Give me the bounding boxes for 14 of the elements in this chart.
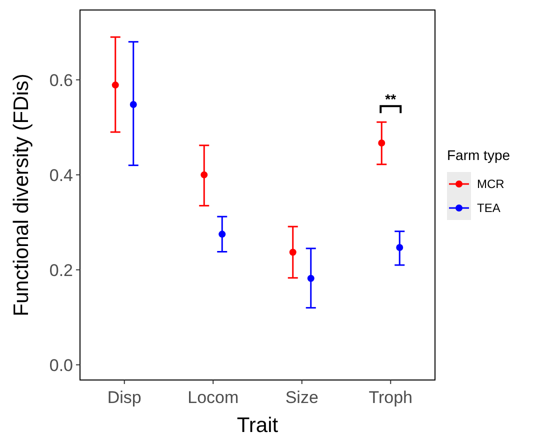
x-tick-label: Troph xyxy=(368,388,413,407)
legend-label: MCR xyxy=(477,177,505,192)
y-tick-label: 0.4 xyxy=(49,166,73,185)
legend-label: TEA xyxy=(477,201,500,216)
annotation: ** xyxy=(385,91,397,108)
x-axis-title: Trait xyxy=(236,414,278,437)
x-tick-label: Size xyxy=(285,388,318,407)
y-tick-label: 0.6 xyxy=(49,70,73,90)
legend-title: Farm type xyxy=(447,147,510,163)
x-tick-label: Disp xyxy=(107,388,142,407)
y-tick-label: 0.0 xyxy=(49,356,73,375)
y-tick-label: 0.2 xyxy=(49,260,73,280)
y-axis-title: Functional diversity (FDis) xyxy=(10,74,33,316)
x-tick-label: Locom xyxy=(188,388,239,407)
